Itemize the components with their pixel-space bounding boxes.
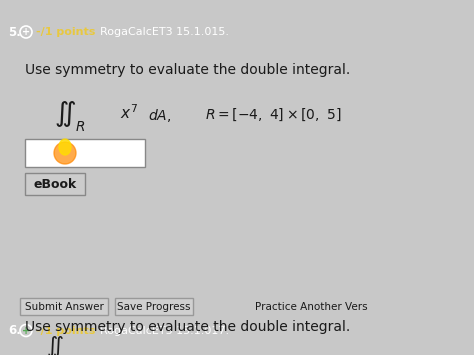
Ellipse shape	[59, 139, 71, 155]
Text: $x^7$: $x^7$	[120, 104, 138, 122]
Text: $dA,$: $dA,$	[148, 106, 171, 124]
Text: +: +	[22, 326, 30, 335]
Text: Use symmetry to evaluate the double integral.: Use symmetry to evaluate the double inte…	[25, 320, 350, 334]
FancyBboxPatch shape	[20, 298, 108, 315]
FancyBboxPatch shape	[25, 139, 145, 167]
Text: $\iint_R$: $\iint_R$	[54, 100, 86, 134]
Text: eBook: eBook	[33, 178, 77, 191]
FancyBboxPatch shape	[25, 173, 85, 195]
Text: -/1 points: -/1 points	[36, 27, 95, 37]
Text: Use symmetry to evaluate the double integral.: Use symmetry to evaluate the double inte…	[25, 63, 350, 77]
Text: +: +	[22, 27, 30, 37]
FancyBboxPatch shape	[115, 298, 193, 315]
Text: RogaCalcET3 15.1.015.: RogaCalcET3 15.1.015.	[100, 27, 229, 37]
Ellipse shape	[54, 142, 76, 164]
Text: $\iint$: $\iint$	[46, 335, 64, 355]
Text: -/1 points: -/1 points	[36, 326, 95, 335]
Text: Save Progress: Save Progress	[117, 301, 191, 311]
Text: RogaCalcET3 15.1.017.: RogaCalcET3 15.1.017.	[100, 326, 229, 335]
Text: Submit Answer: Submit Answer	[25, 301, 103, 311]
Text: 6.: 6.	[8, 324, 21, 337]
Text: Practice Another Vers: Practice Another Vers	[255, 301, 368, 311]
Text: 5.: 5.	[8, 26, 21, 38]
Text: $R = [-4,\ 4] \times [0,\ 5]$: $R = [-4,\ 4] \times [0,\ 5]$	[205, 107, 341, 123]
